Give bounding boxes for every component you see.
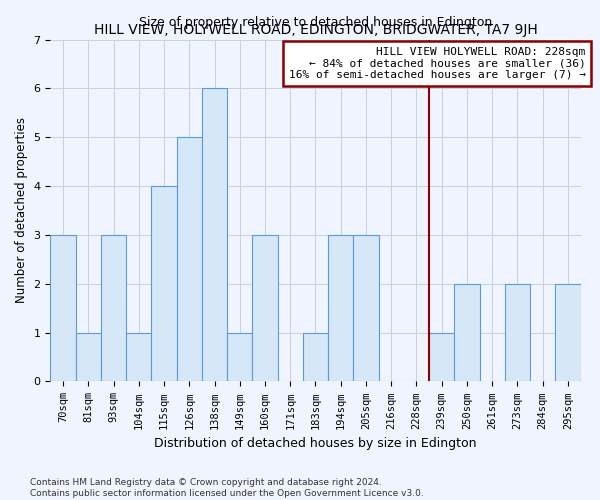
Bar (101, 235, 126, 382)
Bar (253, 235, 278, 382)
Bar (505, 284, 530, 382)
Bar (353, 235, 379, 382)
Bar (556, 284, 581, 382)
Bar (454, 284, 479, 382)
Text: HILL VIEW HOLYWELL ROAD: 228sqm
← 84% of detached houses are smaller (36)
16% of: HILL VIEW HOLYWELL ROAD: 228sqm ← 84% of… (289, 47, 586, 80)
Text: Contains HM Land Registry data © Crown copyright and database right 2024.
Contai: Contains HM Land Registry data © Crown c… (30, 478, 424, 498)
X-axis label: Distribution of detached houses by size in Edington: Distribution of detached houses by size … (154, 437, 477, 450)
Bar (151, 186, 176, 382)
Bar (227, 332, 253, 382)
Bar (50, 235, 76, 382)
Bar (126, 332, 151, 382)
Bar (202, 88, 227, 382)
Bar (429, 332, 454, 382)
Bar (76, 332, 101, 382)
Bar (176, 137, 202, 382)
Bar (303, 332, 328, 382)
Bar (328, 235, 353, 382)
Text: Size of property relative to detached houses in Edington: Size of property relative to detached ho… (139, 16, 492, 30)
Title: HILL VIEW, HOLYWELL ROAD, EDINGTON, BRIDGWATER, TA7 9JH: HILL VIEW, HOLYWELL ROAD, EDINGTON, BRID… (94, 23, 538, 37)
Y-axis label: Number of detached properties: Number of detached properties (15, 118, 28, 304)
